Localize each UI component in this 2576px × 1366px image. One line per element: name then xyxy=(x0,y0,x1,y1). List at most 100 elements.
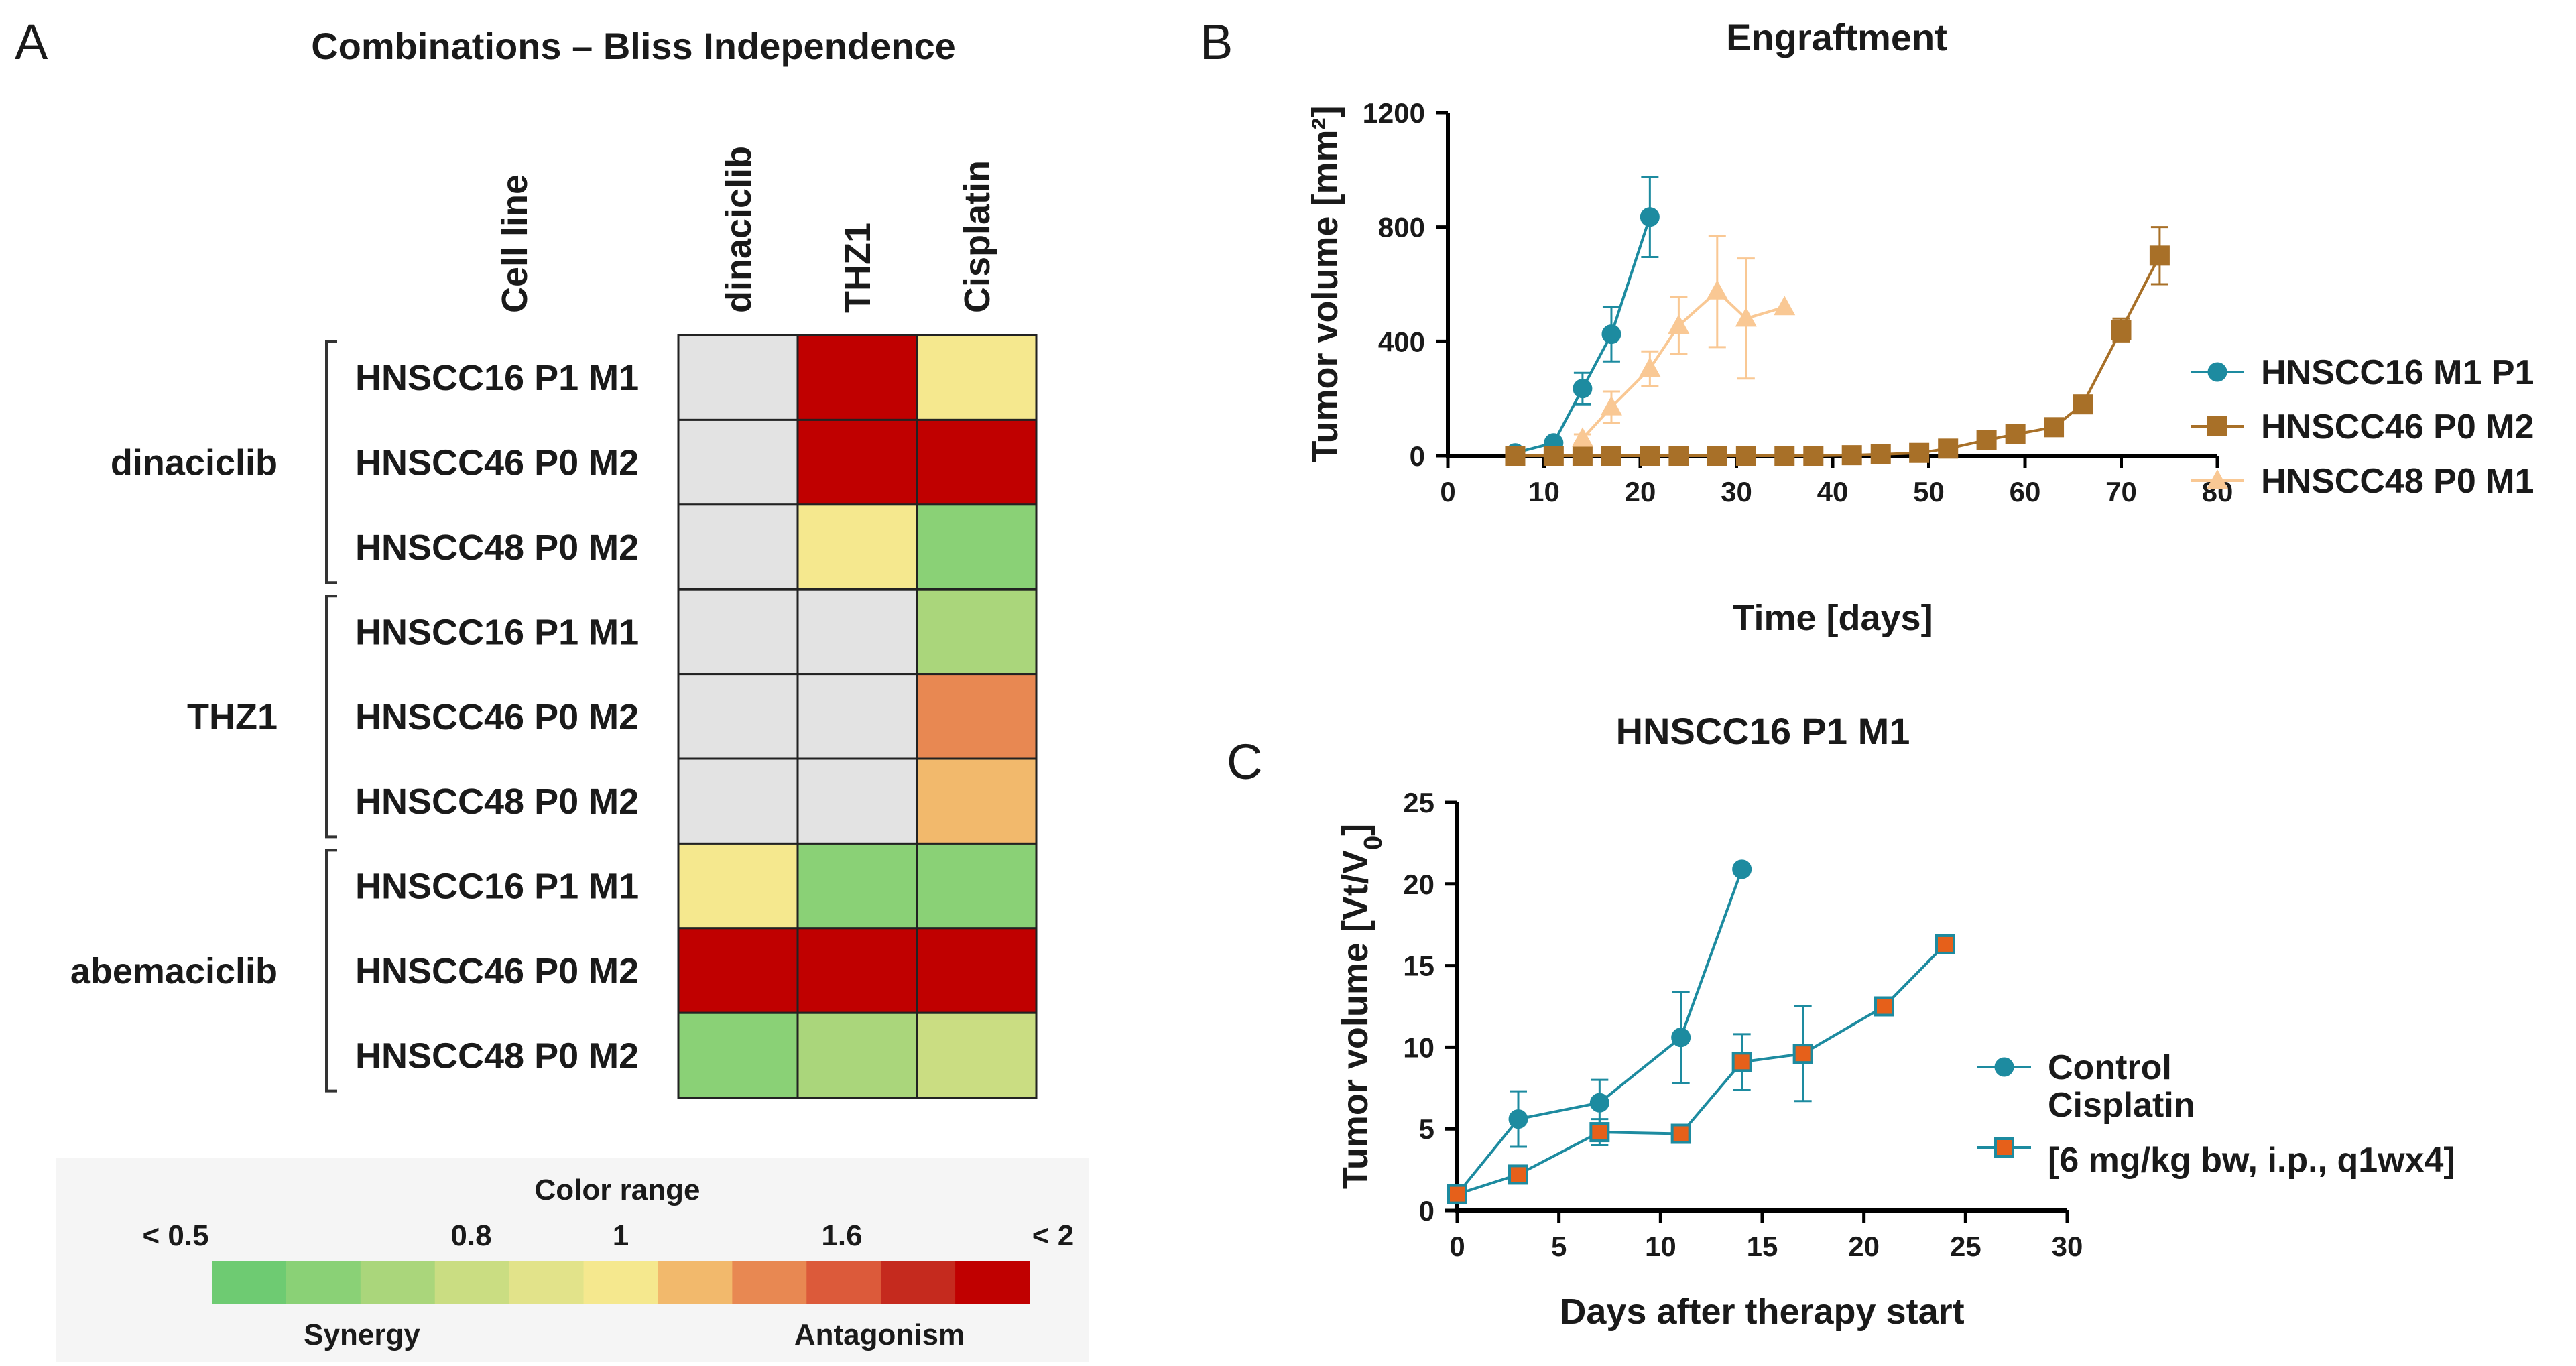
x-tick-label: 30 xyxy=(1721,476,1752,507)
heatmap-cell xyxy=(796,334,918,421)
data-point xyxy=(1909,442,1930,463)
legend-label: HNSCC48 P0 M1 xyxy=(2261,462,2534,501)
panel-letter-c: C xyxy=(1227,734,1262,790)
chart-title: HNSCC16 P1 M1 xyxy=(1616,710,1910,752)
heatmap-cell xyxy=(916,757,1038,845)
data-point xyxy=(1994,1137,2014,1158)
heatmap-cell xyxy=(677,418,799,506)
data-point xyxy=(1976,430,1997,450)
heatmap-cell xyxy=(796,1011,918,1099)
data-point xyxy=(1640,446,1660,466)
row-header-cell-line: Cell line xyxy=(495,174,535,313)
legend-label-line2: [6 mg/kg bw, i.p., q1wx4] xyxy=(2048,1141,2455,1180)
x-tick-label: 5 xyxy=(1551,1231,1567,1262)
color-scale-tick-label: < 0.5 xyxy=(142,1219,208,1252)
data-point xyxy=(1938,438,1959,459)
heatmap-cell xyxy=(916,1011,1038,1099)
y-tick-label: 25 xyxy=(1403,787,1434,818)
data-point xyxy=(1600,395,1622,416)
y-tick-label: 15 xyxy=(1403,950,1434,982)
heatmap-cell xyxy=(677,757,799,845)
heatmap-cell xyxy=(796,842,918,930)
heatmap-cell xyxy=(916,334,1038,421)
data-point xyxy=(2111,320,2132,340)
heatmap-color-scale: Color range < 0.5 0.8 1 1.6 < 2 Synergy Antagon… xyxy=(56,1158,1089,1362)
y-tick-label: 0 xyxy=(1410,440,1425,472)
color-scale-tick-label: < 2 xyxy=(1032,1219,1074,1252)
series-1 xyxy=(1505,226,2170,466)
heatmap-cell xyxy=(677,927,799,1014)
heatmap-cell xyxy=(677,1011,799,1099)
heatmap-cell xyxy=(677,503,799,591)
heatmap-cell xyxy=(796,757,918,845)
color-scale-tick-label: 1.6 xyxy=(821,1219,862,1252)
x-tick-label: 0 xyxy=(1440,476,1455,507)
data-point xyxy=(1731,1052,1752,1072)
data-point xyxy=(1792,1044,1813,1064)
row-label: HNSCC48 P0 M2 xyxy=(355,782,639,822)
x-tick-label: 10 xyxy=(1528,476,1560,507)
data-point xyxy=(2005,424,2026,444)
data-point xyxy=(2207,362,2227,382)
x-tick-label: 20 xyxy=(1848,1231,1880,1262)
y-tick-label: 0 xyxy=(1419,1195,1434,1227)
color-scale-swatch xyxy=(806,1261,881,1304)
data-point xyxy=(1935,934,1955,954)
color-scale-tick-label: 0.8 xyxy=(450,1219,491,1252)
color-scale-swatch xyxy=(509,1261,585,1304)
data-point xyxy=(1870,444,1891,464)
data-point xyxy=(2149,245,2170,266)
x-axis-title: Time [days] xyxy=(1732,598,1933,638)
series-2 xyxy=(1571,234,1796,447)
chart-title: Engraftment xyxy=(1726,16,1947,58)
group-bracket xyxy=(325,595,337,839)
color-scale-tick-label: 1 xyxy=(613,1219,629,1252)
color-scale-swatch xyxy=(955,1261,1030,1304)
x-tick-label: 15 xyxy=(1747,1231,1778,1262)
color-scale-swatch xyxy=(732,1261,807,1304)
data-point xyxy=(2207,469,2228,489)
data-point xyxy=(1803,446,1824,466)
heatmap-cell xyxy=(677,842,799,930)
data-point xyxy=(1668,446,1689,466)
data-point xyxy=(1707,446,1727,466)
data-point xyxy=(1671,1028,1691,1048)
heatmap-cell xyxy=(796,673,918,760)
heatmap-cell xyxy=(677,673,799,760)
row-label: HNSCC16 P1 M1 xyxy=(355,358,639,398)
legend-label: Cisplatin xyxy=(2048,1086,2195,1125)
y-axis-title-end: ] xyxy=(1335,824,1375,836)
column-label-thz1: THZ1 xyxy=(838,223,878,313)
x-tick-label: 0 xyxy=(1449,1231,1465,1262)
row-label: HNSCC48 P0 M2 xyxy=(355,1036,639,1076)
data-point xyxy=(1572,446,1593,466)
group-label-thz1: THZ1 xyxy=(187,697,278,737)
data-point xyxy=(1994,1057,2014,1077)
x-tick-label: 10 xyxy=(1645,1231,1676,1262)
color-scale-background xyxy=(56,1158,1089,1362)
data-point xyxy=(1668,314,1690,334)
y-tick-label: 5 xyxy=(1419,1113,1434,1145)
data-point xyxy=(1447,1184,1467,1204)
data-point xyxy=(1774,296,1796,316)
data-point xyxy=(1732,859,1752,879)
color-scale-right-label: Antagonism xyxy=(794,1318,965,1351)
data-point xyxy=(1640,207,1660,227)
column-label-dinaciclib: dinaciclib xyxy=(719,146,759,313)
heatmap-cell xyxy=(796,927,918,1014)
legend-label: Control xyxy=(2048,1048,2172,1087)
row-label: HNSCC46 P0 M2 xyxy=(355,951,639,991)
y-tick-label: 10 xyxy=(1403,1032,1434,1063)
panel-letter-b: B xyxy=(1200,14,1233,70)
x-tick-label: 70 xyxy=(2105,476,2137,507)
series-0 xyxy=(1447,859,1752,1204)
y-axis-title: Tumor volume [mm²] xyxy=(1305,105,1345,462)
heatmap-cell xyxy=(796,503,918,591)
heatmap-cell xyxy=(916,673,1038,760)
data-point xyxy=(1573,379,1593,399)
data-point xyxy=(1774,446,1795,466)
x-tick-label: 40 xyxy=(1817,476,1849,507)
data-point xyxy=(1874,996,1894,1017)
